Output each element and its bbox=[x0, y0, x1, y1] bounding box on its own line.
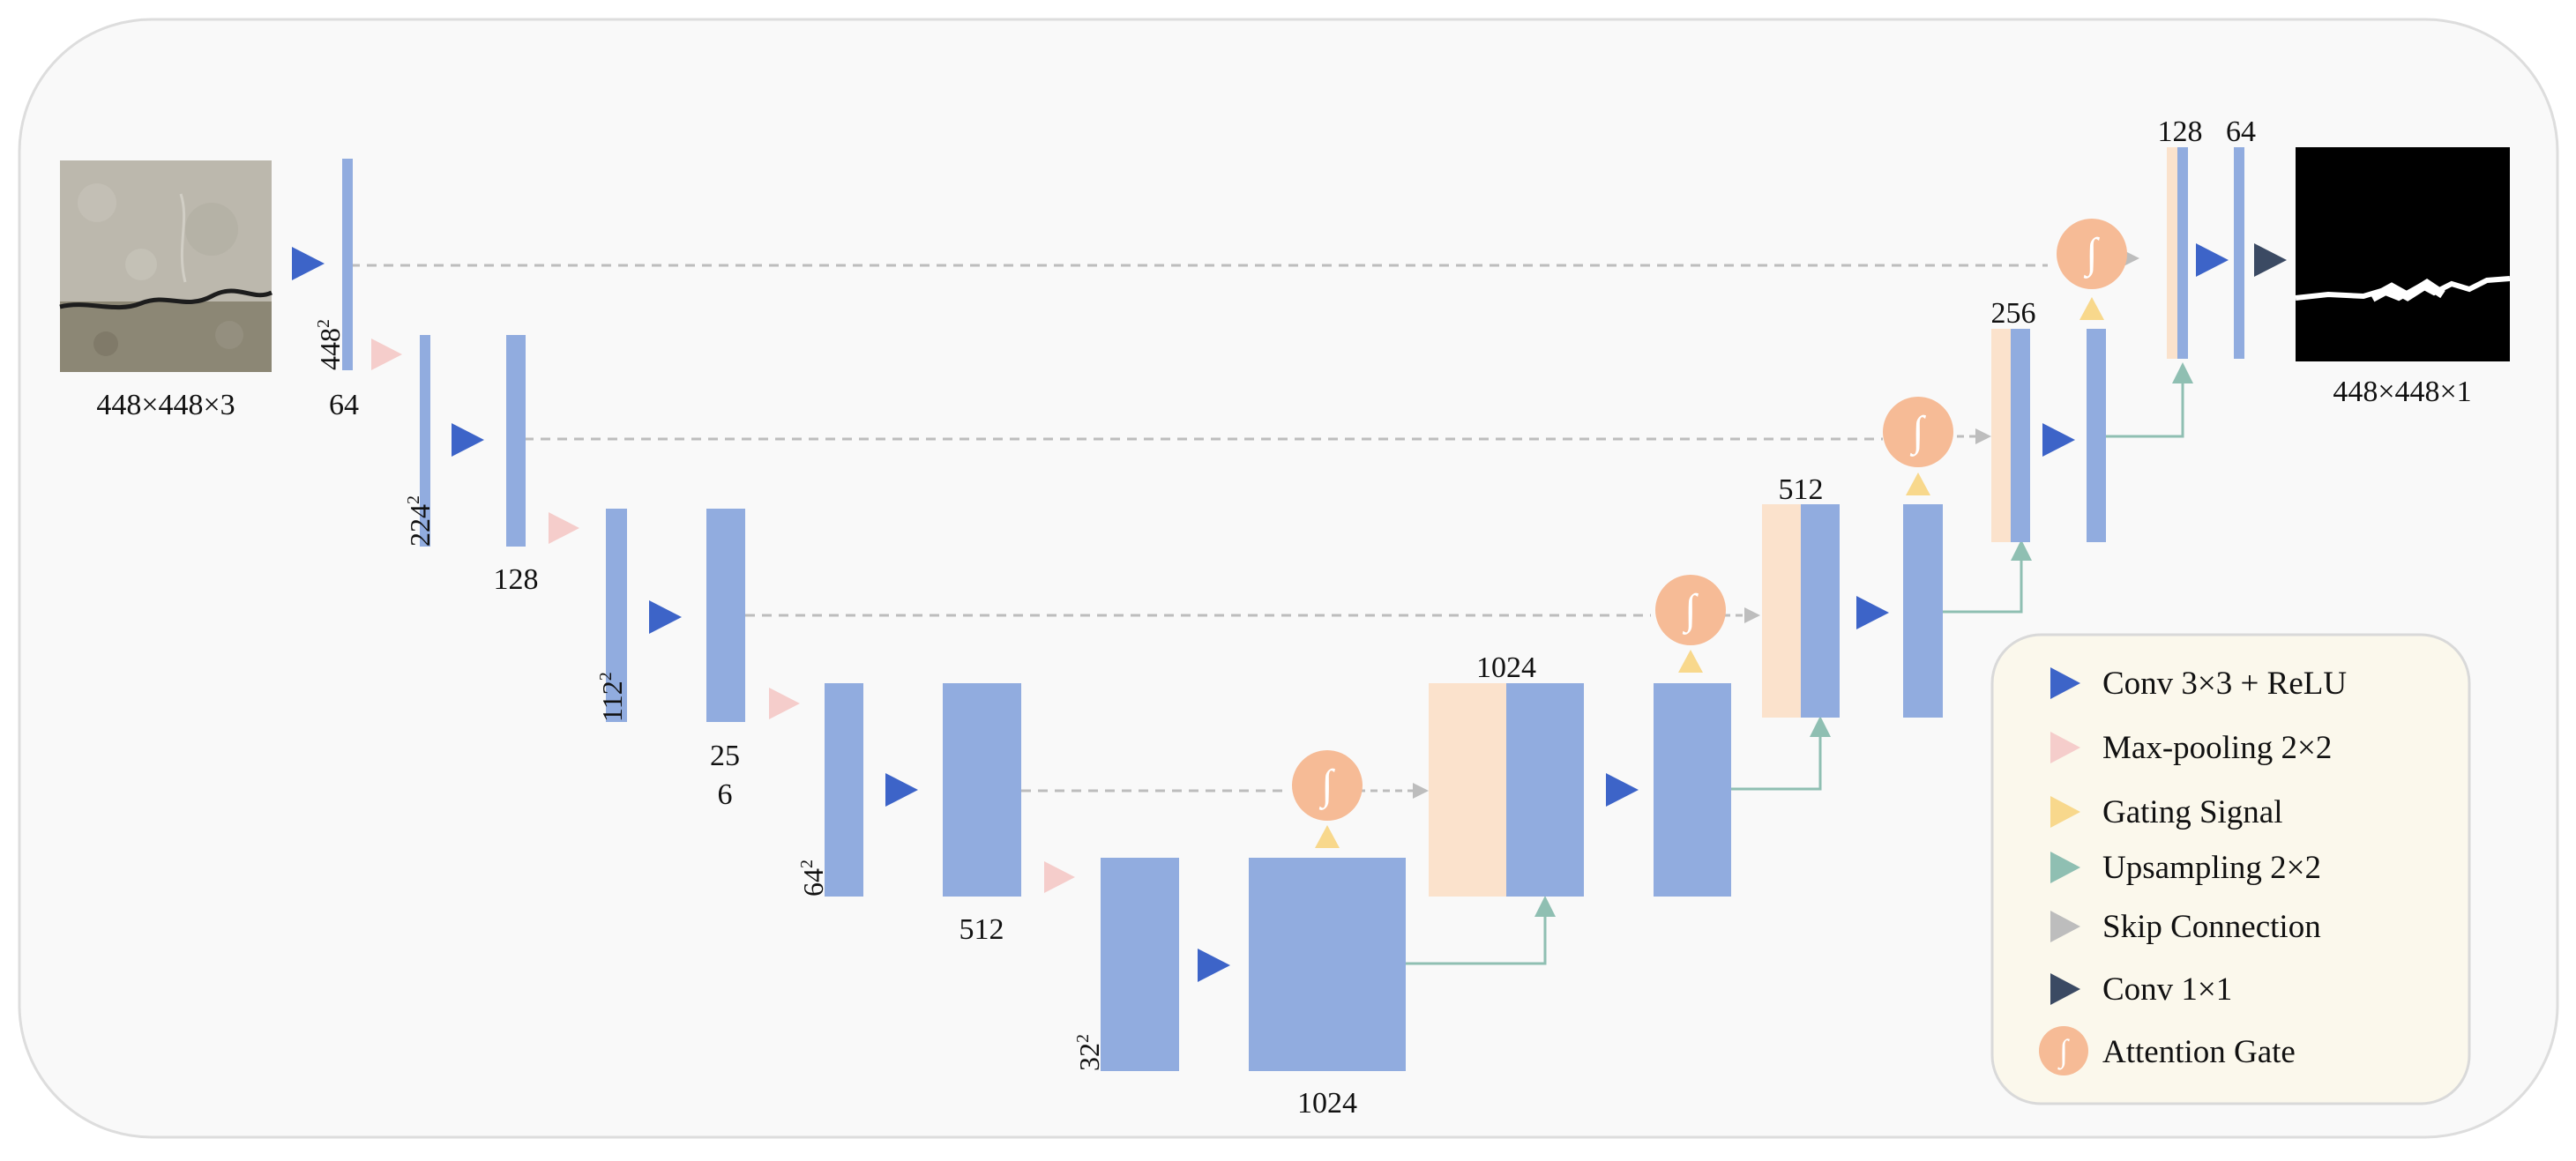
legend-label-upsampling: Upsampling 2×2 bbox=[2102, 850, 2321, 886]
decoder1-concat-blue bbox=[2177, 147, 2188, 359]
attention-gate-icon: ∫ bbox=[2039, 1026, 2088, 1075]
conv-arrow bbox=[1856, 596, 1889, 629]
decoder2-concat-blue bbox=[2011, 329, 2030, 542]
decoder1-concat-peach bbox=[2167, 147, 2177, 359]
gating-arrow bbox=[2079, 297, 2104, 320]
upsampling-arrowheads bbox=[1534, 362, 2193, 917]
attention-gate-1: ∫ bbox=[2057, 219, 2127, 320]
attention-gate-3: ∫ bbox=[1655, 575, 1726, 673]
decoder4-concat-peach bbox=[1429, 683, 1506, 897]
gating-arrow-icon bbox=[2050, 796, 2080, 828]
svg-text:∫: ∫ bbox=[1318, 762, 1335, 810]
decoder2-concat-peach bbox=[1991, 329, 2011, 542]
decoder2-channels-label: 256 bbox=[1991, 297, 2036, 330]
decoder3-concat-peach bbox=[1762, 504, 1801, 718]
output-image-caption: 448×448×1 bbox=[2333, 376, 2471, 408]
encoder2-resolution-label: 2242 bbox=[404, 495, 436, 547]
svg-text:∫: ∫ bbox=[2083, 230, 2100, 279]
decoder2-conv bbox=[2087, 329, 2106, 542]
encoder-block-4b bbox=[943, 683, 1021, 897]
legend-label-skip: Skip Connection bbox=[2102, 909, 2321, 945]
skip-arrow-icon bbox=[2050, 911, 2080, 942]
legend-label-conv1x1: Conv 1×1 bbox=[2102, 971, 2232, 1008]
decoder-blocks bbox=[1429, 147, 2244, 897]
encoder4-resolution-label: 642 bbox=[797, 860, 829, 897]
decoder3-concat-blue bbox=[1801, 504, 1840, 718]
conv-arrow bbox=[2042, 423, 2075, 457]
decoder4-concat-blue bbox=[1506, 683, 1584, 897]
maxpool-arrows bbox=[371, 339, 1075, 893]
decoder3-conv bbox=[1903, 504, 1943, 718]
conv1x1-arrow-icon bbox=[2050, 973, 2080, 1005]
encoder2-channels-label: 128 bbox=[494, 563, 539, 596]
decoder1-channels-label-b: 64 bbox=[2226, 115, 2256, 148]
maxpool-arrow-icon bbox=[2050, 732, 2080, 763]
conv-arrow bbox=[2196, 243, 2229, 277]
maxpool-arrow bbox=[371, 339, 402, 370]
svg-text:∫: ∫ bbox=[1682, 586, 1699, 635]
legend-label-gating: Gating Signal bbox=[2102, 794, 2283, 830]
svg-text:∫: ∫ bbox=[1909, 408, 1926, 457]
decoder1-channels-label-a: 128 bbox=[2158, 115, 2203, 148]
attention-gates: ∫ ∫ ∫ ∫ bbox=[1292, 219, 2127, 848]
decoder4-channels-label: 1024 bbox=[1476, 651, 1536, 684]
decoder3-channels-label: 512 bbox=[1779, 473, 1824, 506]
bottleneck-resolution-label: 322 bbox=[1073, 1034, 1105, 1071]
encoder3-channels-label-line2: 6 bbox=[718, 778, 733, 811]
conv-arrow bbox=[452, 423, 484, 457]
input-image bbox=[59, 160, 273, 372]
bottleneck-block-a bbox=[1101, 858, 1179, 1071]
gating-arrow bbox=[1678, 650, 1703, 673]
decoder4-conv bbox=[1654, 683, 1731, 897]
legend-box bbox=[1990, 633, 2471, 1105]
upsampling-connections bbox=[1406, 381, 2184, 965]
gating-arrow bbox=[1906, 473, 1930, 495]
conv-arrow bbox=[1198, 949, 1230, 982]
upsample-arrow-icon bbox=[2050, 852, 2080, 883]
gating-arrow bbox=[1315, 825, 1340, 848]
conv-arrow bbox=[292, 247, 325, 280]
conv-arrows bbox=[292, 243, 2229, 982]
encoder3-channels-label-line1: 25 bbox=[710, 740, 740, 772]
conv-arrow bbox=[649, 600, 682, 634]
encoder4-channels-label: 512 bbox=[959, 913, 1004, 946]
maxpool-arrow bbox=[549, 512, 579, 544]
conv1x1-arrow bbox=[2254, 243, 2287, 277]
svg-text:∫: ∫ bbox=[2057, 1033, 2070, 1070]
encoder3-resolution-label: 1122 bbox=[596, 672, 628, 722]
conv-arrow bbox=[885, 773, 918, 807]
conv-arrow bbox=[1606, 773, 1639, 807]
legend: Conv 3×3 + ReLU Max-pooling 2×2 Gating S… bbox=[1990, 633, 2471, 1105]
encoder1-channels-label: 64 bbox=[329, 389, 359, 421]
encoder-block-1 bbox=[342, 159, 353, 370]
decoder1-conv bbox=[2234, 147, 2244, 359]
encoder-blocks bbox=[342, 159, 1406, 1071]
encoder1-resolution-label: 4482 bbox=[314, 319, 346, 370]
bottleneck-block-b bbox=[1249, 858, 1406, 1071]
encoder-block-2a bbox=[420, 335, 430, 547]
encoder-block-2b bbox=[506, 335, 526, 547]
encoder-block-3b bbox=[706, 509, 745, 722]
encoder-block-4a bbox=[825, 683, 863, 897]
encoder-block-3a bbox=[606, 509, 627, 722]
input-image-caption: 448×448×3 bbox=[96, 389, 235, 421]
conv-arrow-icon bbox=[2050, 667, 2080, 699]
attention-gate-2: ∫ bbox=[1883, 397, 1953, 495]
bottleneck-channels-label: 1024 bbox=[1297, 1087, 1357, 1120]
legend-label-conv: Conv 3×3 + ReLU bbox=[2102, 666, 2347, 702]
legend-label-attention: Attention Gate bbox=[2102, 1034, 2296, 1070]
attention-gate-4: ∫ bbox=[1292, 750, 1363, 848]
diagram-panel bbox=[18, 18, 2559, 1139]
legend-label-maxpool: Max-pooling 2×2 bbox=[2102, 730, 2332, 766]
maxpool-arrow bbox=[769, 688, 800, 719]
maxpool-arrow bbox=[1044, 861, 1075, 893]
output-image bbox=[2295, 147, 2511, 361]
skip-arrowheads bbox=[1413, 250, 2139, 799]
